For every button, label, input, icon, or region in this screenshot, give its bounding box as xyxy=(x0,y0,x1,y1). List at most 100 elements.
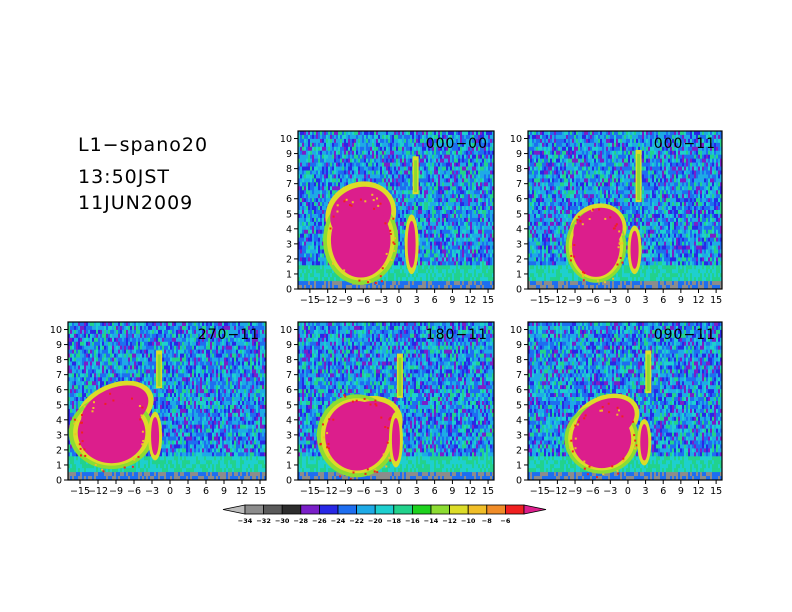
colorbar-level-label: −32 xyxy=(256,517,271,525)
x-axis: −15−12 −9 −6 −3 0 3 6 9 12 15 xyxy=(530,289,722,306)
x-tick-label: −9 xyxy=(339,486,353,497)
panel-label: 180−11 xyxy=(426,327,488,343)
y-tick-label: 5 xyxy=(286,209,292,220)
x-tick-label: 15 xyxy=(710,295,722,306)
panel-frame xyxy=(527,130,723,290)
colorbar-swatch xyxy=(430,504,451,515)
x-tick-label: 15 xyxy=(482,295,494,306)
colorbar-swatch xyxy=(300,504,320,515)
colorbar-swatch xyxy=(467,504,488,515)
y-tick-label: 1 xyxy=(516,460,522,471)
panel-frame xyxy=(527,321,723,481)
x-tick-label: 6 xyxy=(432,486,438,497)
x-tick-label: 0 xyxy=(625,295,631,306)
x-tick-label: 12 xyxy=(692,486,704,497)
x-tick-label: −3 xyxy=(603,295,617,306)
x-tick-label: 15 xyxy=(254,486,266,497)
x-tick-label: 9 xyxy=(221,486,227,497)
colorbar-swatch xyxy=(263,504,283,515)
x-tick-label: −15 xyxy=(530,295,550,306)
y-tick-label: 7 xyxy=(516,370,522,381)
x-tick-label: 0 xyxy=(396,295,402,306)
y-tick-label: 0 xyxy=(286,285,292,296)
x-tick-label: 6 xyxy=(203,486,209,497)
y-tick-label: 0 xyxy=(286,476,292,487)
x-tick-label: 9 xyxy=(449,486,455,497)
x-tick-label: −12 xyxy=(318,295,338,306)
x-tick-label: −9 xyxy=(339,295,353,306)
x-tick-label: −6 xyxy=(356,295,370,306)
x-tick-label: −9 xyxy=(568,295,582,306)
colorbar-arrow-left xyxy=(222,504,246,515)
x-tick-label: 0 xyxy=(396,486,402,497)
x-axis: −15−12 −9 −6 −3 0 3 6 9 12 15 xyxy=(300,480,494,497)
panel-frame xyxy=(297,130,495,290)
x-tick-label: −9 xyxy=(568,486,582,497)
x-tick-label: 12 xyxy=(464,295,476,306)
x-tick-label: 6 xyxy=(660,486,666,497)
x-tick-label: 0 xyxy=(167,486,173,497)
x-tick-label: −3 xyxy=(374,486,388,497)
panel-label: 090−11 xyxy=(654,327,716,343)
figure-time: 13:50JST xyxy=(78,166,170,188)
x-tick-label: 12 xyxy=(236,486,248,497)
x-tick-label: −6 xyxy=(127,486,141,497)
y-tick-label: 5 xyxy=(516,209,522,220)
colorbar-swatch xyxy=(356,504,376,515)
colorbar-level-label: −20 xyxy=(368,517,383,525)
colorbar-level-label: −6 xyxy=(500,517,510,525)
echo-region xyxy=(68,350,163,473)
y-tick-label: 9 xyxy=(516,149,522,160)
y-axis: 0 1 2 3 4 5 6 7 8 9 10 xyxy=(510,325,528,487)
echo-region xyxy=(316,353,403,480)
y-tick-label: 4 xyxy=(516,224,522,235)
x-tick-label: 0 xyxy=(625,486,631,497)
x-tick-label: −3 xyxy=(603,486,617,497)
x-tick-label: −6 xyxy=(586,295,600,306)
y-tick-label: 3 xyxy=(516,239,522,250)
x-tick-label: −6 xyxy=(586,486,600,497)
y-tick-label: 4 xyxy=(516,415,522,426)
y-tick-label: 9 xyxy=(56,340,62,351)
y-tick-label: 0 xyxy=(516,476,522,487)
colorbar-level-label: −12 xyxy=(442,517,457,525)
y-tick-label: 8 xyxy=(516,164,522,175)
colorbar-level-label: −22 xyxy=(349,517,364,525)
colorbar-level-label: −18 xyxy=(387,517,402,525)
echo-region xyxy=(323,156,419,285)
colorbar-swatch xyxy=(411,504,432,515)
colorbar-arrow-right xyxy=(523,504,547,515)
y-tick-label: 2 xyxy=(56,445,62,456)
colorbar-level-label: −30 xyxy=(275,517,290,525)
y-tick-label: 4 xyxy=(286,224,292,235)
x-tick-label: −15 xyxy=(300,295,320,306)
x-tick-label: 3 xyxy=(414,295,420,306)
x-tick-label: −12 xyxy=(547,486,567,497)
x-tick-label: 6 xyxy=(432,295,438,306)
x-tick-label: −6 xyxy=(356,486,370,497)
x-axis: −15−12 −9 −6 −3 0 3 6 9 12 15 xyxy=(300,289,494,306)
y-tick-label: 3 xyxy=(286,430,292,441)
y-tick-label: 7 xyxy=(286,370,292,381)
y-tick-label: 7 xyxy=(516,179,522,190)
y-tick-label: 4 xyxy=(56,415,62,426)
y-tick-label: 9 xyxy=(286,149,292,160)
y-tick-label: 4 xyxy=(286,415,292,426)
x-axis: −15−12 −9 −6 −3 0 3 6 9 12 15 xyxy=(70,480,266,497)
x-tick-label: 6 xyxy=(660,295,666,306)
y-tick-label: 2 xyxy=(516,445,522,456)
colorbar-level-label: −16 xyxy=(405,517,420,525)
x-tick-label: 3 xyxy=(643,486,649,497)
y-tick-label: 2 xyxy=(286,445,292,456)
y-tick-label: 8 xyxy=(56,355,62,366)
x-tick-label: −12 xyxy=(88,486,108,497)
x-tick-label: −12 xyxy=(547,295,567,306)
y-tick-label: 10 xyxy=(510,134,522,145)
y-tick-label: 3 xyxy=(516,430,522,441)
y-tick-label: 1 xyxy=(286,460,292,471)
y-tick-label: 7 xyxy=(56,370,62,381)
y-tick-label: 8 xyxy=(286,164,292,175)
